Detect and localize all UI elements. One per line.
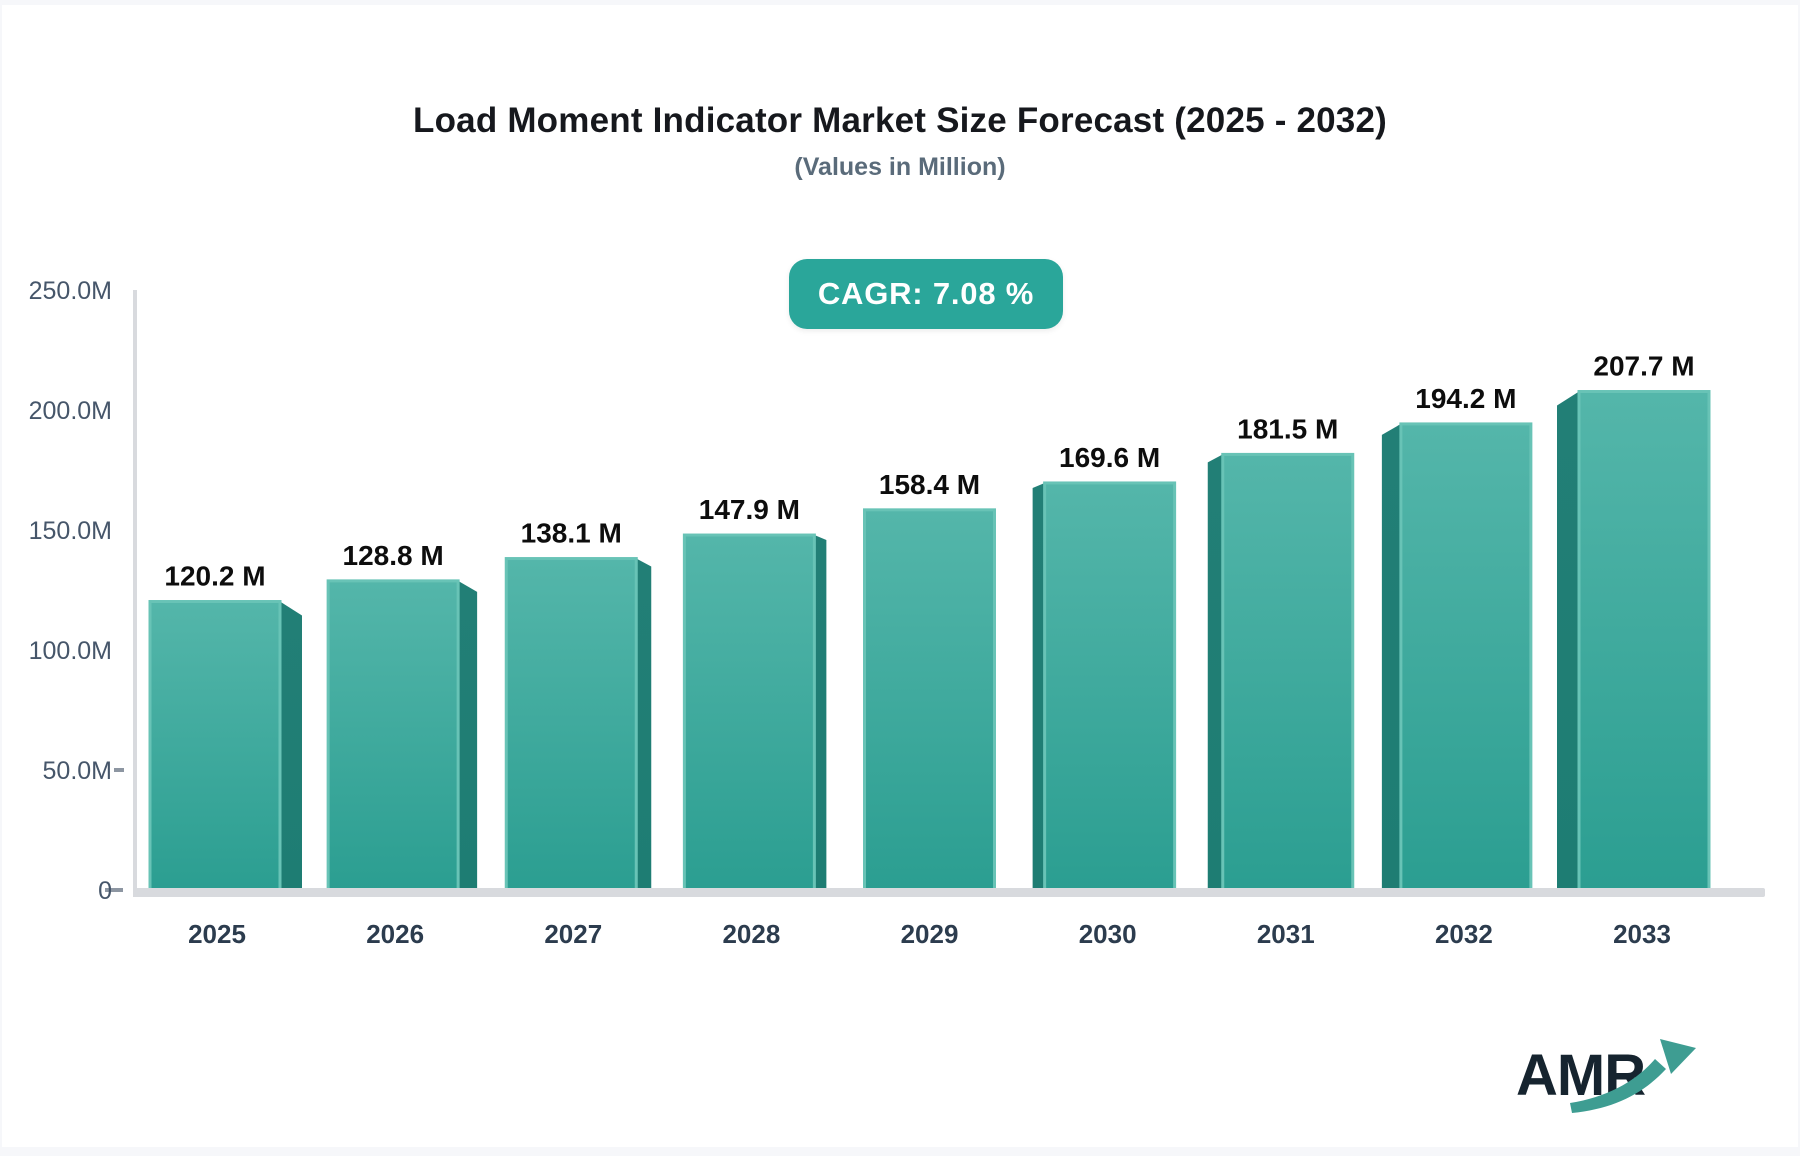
- bar-value-label-2028: 147.9 M: [699, 494, 800, 525]
- x-tick-label-2027: 2027: [544, 919, 602, 949]
- y-tick-dash-50m: [114, 768, 124, 772]
- bar-2027: [504, 557, 638, 892]
- bar-side-2025: [280, 601, 302, 890]
- bar-2029: [863, 508, 996, 892]
- bar-side-2028: [814, 535, 827, 890]
- labels-layer: 120.2 M 2025 128.8 M 2026 138.1 M 2027 147.9 M…: [29, 277, 1695, 949]
- y-tick-label-100.0M: 100.0M: [29, 637, 112, 665]
- x-tick-label-2029: 2029: [901, 919, 959, 949]
- x-tick-label-2025: 2025: [188, 919, 246, 949]
- bar-value-label-2027: 138.1 M: [521, 518, 622, 549]
- y-axis-line: [133, 290, 137, 897]
- x-tick-label-2026: 2026: [366, 919, 424, 949]
- bar-2033: [1577, 390, 1711, 892]
- y-tick-label-250.0M: 250.0M: [29, 277, 112, 305]
- x-tick-label-2032: 2032: [1435, 919, 1493, 949]
- axis-layer: [105, 290, 1765, 897]
- chart-card: Load Moment Indicator Market Size Foreca…: [2, 5, 1798, 1147]
- trend-up-arrow-icon: [1570, 1039, 1696, 1113]
- y-tick-label-0: 0: [98, 877, 112, 905]
- y-tick-label-200.0M: 200.0M: [29, 397, 112, 425]
- x-tick-label-2028: 2028: [722, 919, 780, 949]
- bar-side-2026: [458, 580, 478, 890]
- bar-side-2033: [1557, 391, 1579, 890]
- bar-value-label-2030: 169.6 M: [1059, 442, 1160, 473]
- bar-value-label-2026: 128.8 M: [343, 540, 444, 571]
- x-tick-label-2031: 2031: [1257, 919, 1315, 949]
- bar-2025: [148, 600, 282, 892]
- bar-2031: [1221, 452, 1355, 892]
- y-tick-dash-0: [105, 888, 123, 892]
- amr-logo: AMR: [1516, 1039, 1696, 1113]
- chart-subtitle: (Values in Million): [794, 153, 1006, 181]
- chart-title: Load Moment Indicator Market Size Foreca…: [413, 101, 1387, 140]
- bar-2028: [682, 533, 816, 892]
- bars-layer: [148, 390, 1711, 892]
- x-tick-label-2033: 2033: [1613, 919, 1671, 949]
- bar-side-2027: [636, 558, 652, 890]
- bar-value-label-2033: 207.7 M: [1593, 351, 1694, 382]
- bar-value-label-2029: 158.4 M: [879, 469, 980, 500]
- bar-side-2030: [1032, 482, 1045, 890]
- bar-side-2031: [1207, 454, 1223, 890]
- bar-side-2032: [1381, 423, 1401, 890]
- bar-value-label-2032: 194.2 M: [1415, 383, 1516, 414]
- bar-2026: [326, 579, 460, 892]
- y-tick-label-50.0M: 50.0M: [43, 757, 112, 785]
- bar-value-label-2031: 181.5 M: [1237, 413, 1338, 444]
- bar-chart: 120.2 M 2025 128.8 M 2026 138.1 M 2027 147.9 M…: [29, 277, 1765, 949]
- x-axis-line: [133, 888, 1765, 897]
- bar-2032: [1399, 422, 1533, 892]
- y-tick-label-150.0M: 150.0M: [29, 517, 112, 545]
- x-tick-label-2030: 2030: [1079, 919, 1137, 949]
- cagr-badge: CAGR: 7.08 %: [789, 259, 1063, 329]
- bar-2030: [1043, 481, 1177, 892]
- cagr-badge-label: CAGR: 7.08 %: [817, 276, 1035, 311]
- bar-value-label-2025: 120.2 M: [164, 561, 265, 592]
